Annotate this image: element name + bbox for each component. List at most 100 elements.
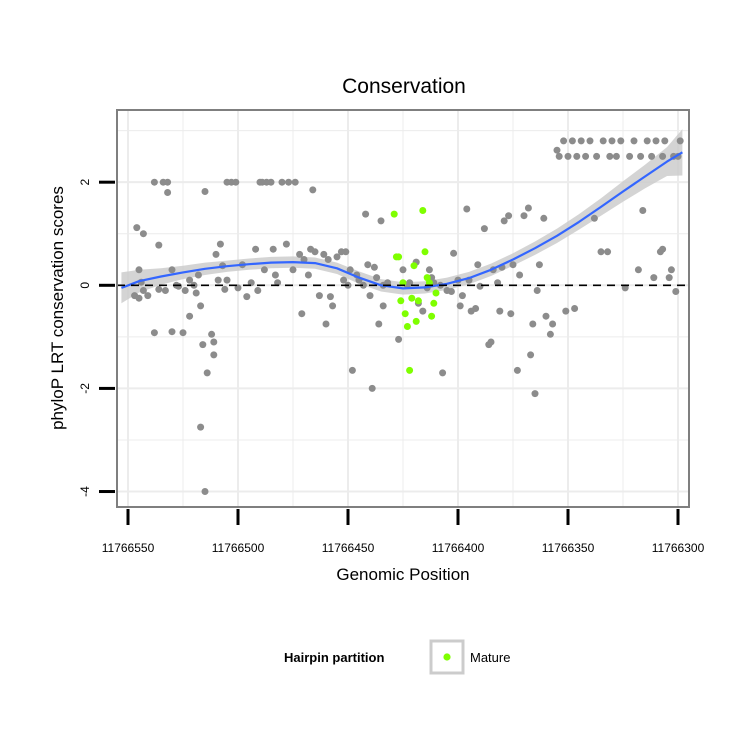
data-point-other — [271, 271, 279, 279]
x-tick-label: 11766400 — [432, 541, 485, 555]
data-point-other — [278, 178, 286, 186]
data-point-other — [472, 305, 480, 312]
data-point-other — [320, 250, 328, 258]
data-point-other — [555, 152, 563, 160]
data-point-other — [247, 279, 255, 287]
data-point-other — [201, 188, 209, 195]
data-point-mature — [425, 279, 433, 287]
data-point-other — [208, 330, 216, 338]
data-point-other — [648, 152, 656, 160]
data-point-other — [210, 338, 218, 346]
legend: Hairpin partition Mature — [284, 639, 510, 675]
data-point-other — [282, 240, 290, 248]
data-point-other — [135, 294, 143, 302]
data-point-other — [139, 230, 147, 238]
data-point-other — [399, 266, 407, 274]
x-tick-label: 11766450 — [322, 541, 375, 555]
data-point-other — [571, 305, 579, 312]
data-point-other — [527, 351, 535, 359]
data-point-other — [377, 217, 385, 225]
data-point-mature — [406, 366, 414, 374]
data-point-other — [186, 276, 194, 284]
data-point-other — [582, 152, 590, 160]
data-point-other — [194, 271, 202, 279]
data-point-other — [553, 146, 561, 154]
data-point-other — [133, 224, 141, 232]
data-point-other — [626, 152, 634, 160]
data-point-other — [364, 261, 372, 269]
data-point-other — [447, 288, 455, 295]
data-point-other — [324, 256, 332, 263]
data-point-other — [164, 189, 172, 196]
data-point-other — [568, 137, 576, 145]
data-point-other — [150, 178, 158, 186]
data-point-mature — [419, 207, 427, 214]
data-point-mature — [395, 253, 403, 261]
data-point-other — [450, 249, 458, 257]
legend-key — [429, 639, 465, 675]
data-point-other — [476, 282, 484, 290]
data-point-other — [513, 366, 521, 374]
data-point-other — [175, 282, 183, 290]
data-point-other — [650, 274, 658, 282]
data-point-other — [564, 152, 572, 160]
data-point-other — [549, 320, 557, 328]
data-point-other — [505, 212, 513, 220]
y-axis-title: phyloP LRT conservation scores — [48, 186, 67, 430]
data-point-other — [652, 137, 660, 145]
data-point-other — [542, 312, 550, 320]
data-point-mature — [412, 317, 420, 325]
data-point-other — [333, 253, 341, 261]
data-point-other — [531, 390, 539, 398]
data-point-other — [604, 248, 612, 256]
data-point-other — [322, 320, 330, 328]
data-point-other — [463, 205, 471, 213]
data-point-other — [606, 152, 614, 160]
data-point-other — [573, 152, 581, 160]
data-point-other — [661, 137, 669, 145]
data-point-other — [612, 152, 620, 160]
data-point-other — [168, 328, 176, 336]
data-point-other — [285, 178, 293, 186]
data-point-other — [379, 302, 387, 310]
data-point-other — [214, 276, 222, 284]
data-point-other — [274, 279, 282, 287]
data-point-other — [370, 263, 378, 271]
data-point-other — [203, 369, 211, 377]
data-point-other — [529, 320, 537, 328]
data-point-other — [577, 137, 585, 145]
x-axis-title: Genomic Position — [336, 565, 469, 584]
data-point-other — [201, 488, 209, 495]
legend-label-mature: Mature — [470, 650, 510, 665]
data-point-other — [621, 284, 629, 292]
data-point-mature — [421, 248, 429, 256]
smooth-fit-layer — [121, 151, 683, 290]
data-point-other — [665, 274, 673, 282]
data-point-other — [212, 250, 220, 258]
data-point-other — [291, 178, 299, 186]
data-point-other — [406, 279, 414, 287]
data-point-mature — [414, 297, 422, 305]
data-point-mature — [399, 279, 407, 287]
data-point-other — [474, 261, 482, 269]
data-point-other — [267, 178, 275, 186]
data-point-other — [199, 341, 207, 349]
data-point-other — [260, 266, 268, 274]
data-point-other — [179, 329, 187, 337]
data-point-other — [304, 271, 312, 279]
data-point-other — [309, 186, 317, 194]
data-point-other — [667, 266, 675, 274]
data-point-other — [533, 287, 541, 294]
smooth-fit-line — [121, 151, 683, 290]
data-point-other — [340, 276, 348, 284]
y-tick-label: -4 — [78, 486, 92, 497]
y-tick-label: 2 — [78, 179, 92, 186]
data-point-other — [676, 137, 684, 145]
data-point-other — [359, 281, 367, 289]
data-point-other — [362, 210, 370, 218]
data-point-mature — [428, 312, 436, 320]
data-point-other — [617, 137, 625, 145]
data-point-other — [150, 329, 158, 337]
data-point-other — [535, 261, 543, 269]
data-point-other — [181, 287, 189, 294]
